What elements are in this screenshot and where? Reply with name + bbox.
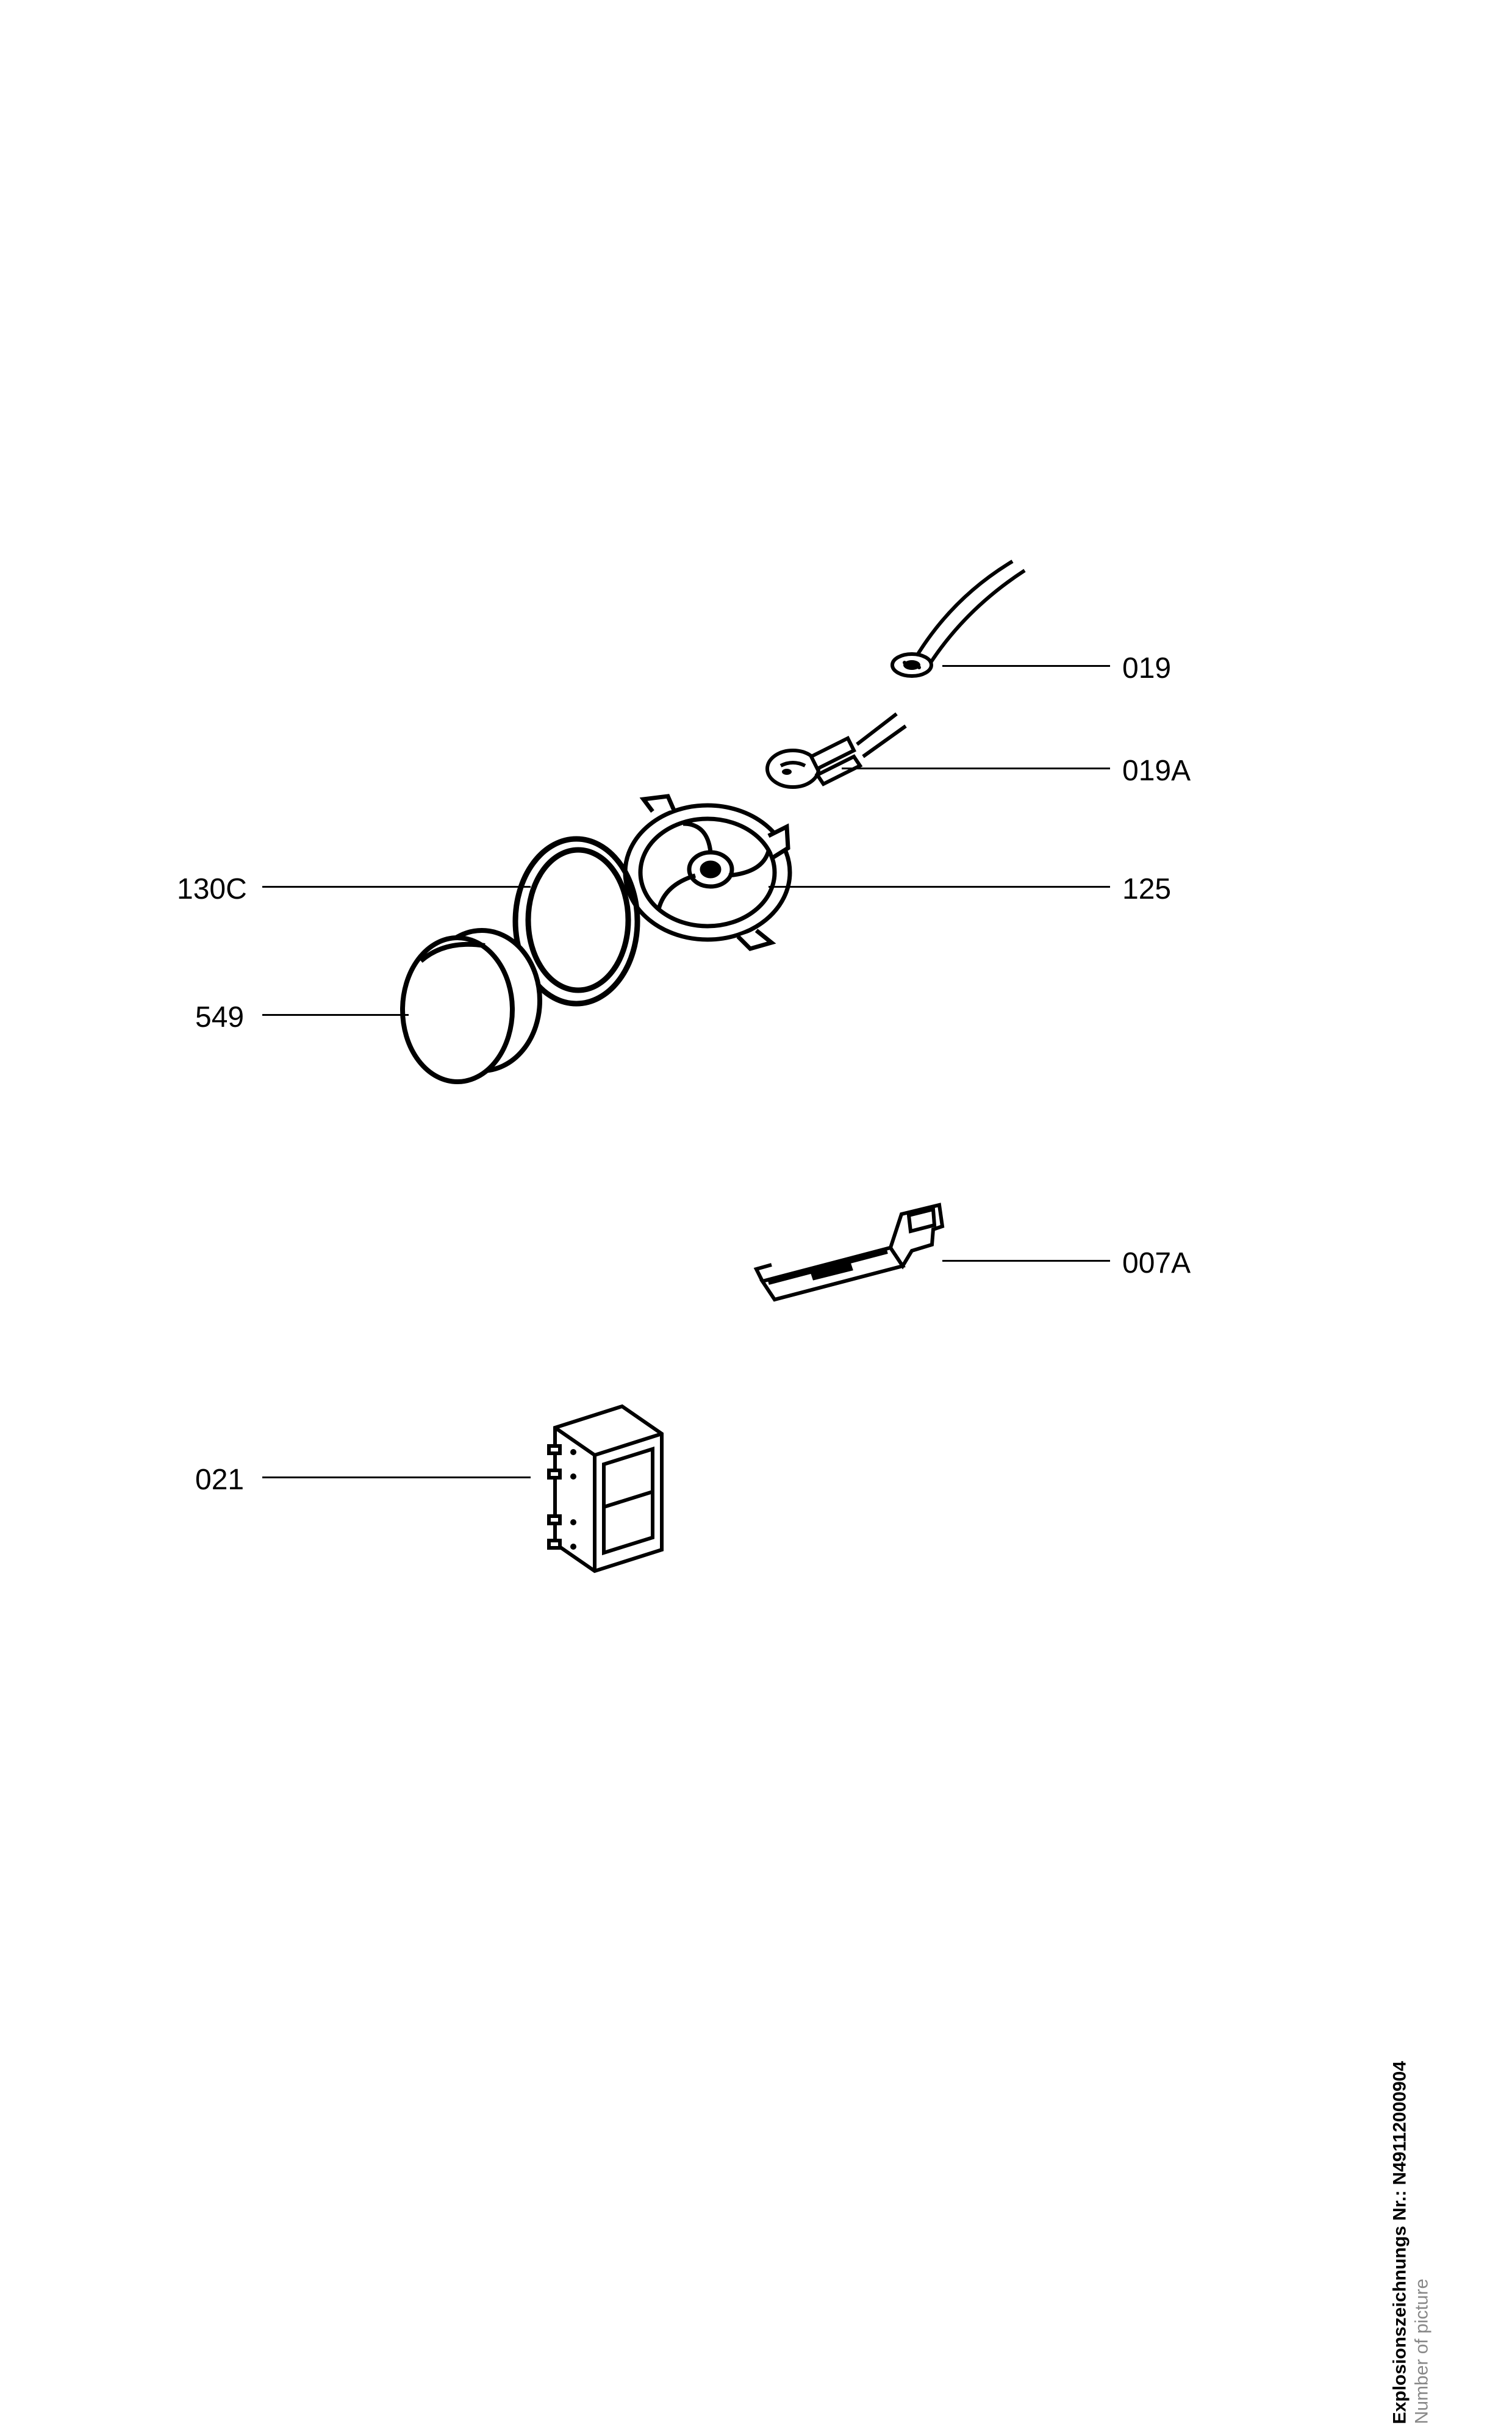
leader-007a: [942, 1260, 1110, 1262]
leader-019a: [842, 768, 1110, 769]
drawing-number-subtitle: Number of picture: [1411, 2279, 1431, 2424]
diagram-page: 019 019A 125 007A 130C 549 021 Explosion…: [0, 0, 1512, 2140]
label-549: 549: [195, 1001, 244, 1034]
part-007a-latch: [750, 1178, 958, 1312]
leader-021: [262, 1476, 531, 1478]
leader-019: [942, 665, 1110, 667]
leader-125: [769, 886, 1110, 888]
leader-130c: [262, 886, 531, 888]
part-021-switch: [531, 1385, 683, 1580]
leader-549: [262, 1014, 409, 1016]
label-019: 019: [1122, 652, 1171, 685]
drawing-number-value: N49112000904: [1389, 2061, 1410, 2185]
drawing-number-title: Explosionszeichnungs Nr.:: [1389, 2190, 1410, 2424]
part-019-sensor: [878, 549, 1073, 683]
label-130c: 130C: [177, 872, 247, 906]
label-125: 125: [1122, 872, 1171, 906]
label-021: 021: [195, 1463, 244, 1497]
label-019a: 019A: [1122, 754, 1191, 788]
drawing-number-note: Explosionszeichnungs Nr.: N49112000904 N…: [1389, 2061, 1433, 2424]
part-549-knob: [378, 927, 549, 1098]
label-007a: 007A: [1122, 1246, 1191, 1280]
